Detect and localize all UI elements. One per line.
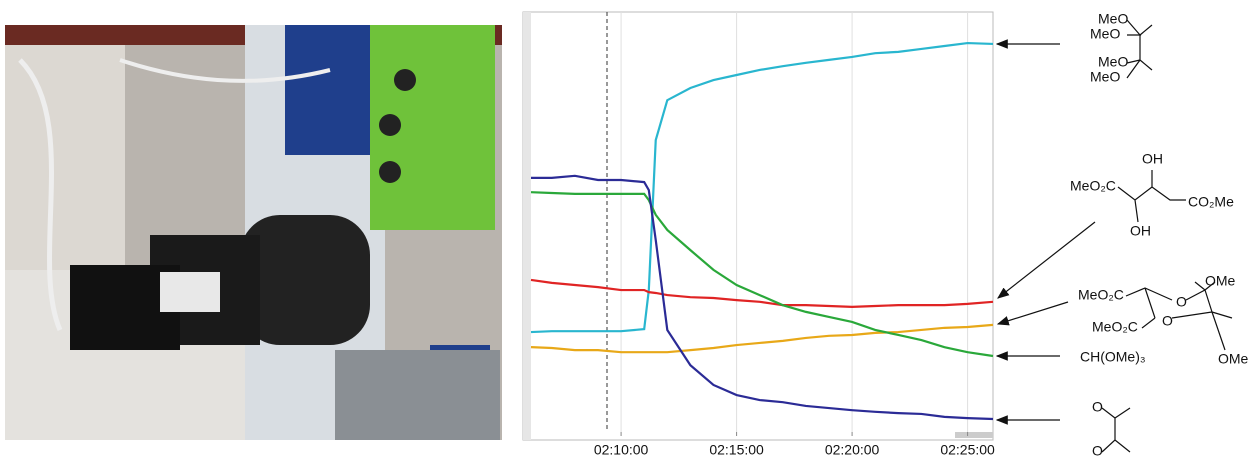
label: OH xyxy=(1142,151,1163,167)
bond xyxy=(1126,19,1153,79)
arrow xyxy=(996,301,1069,326)
label: CO₂Me xyxy=(1188,194,1234,210)
series-line xyxy=(530,41,994,334)
x-tick-label: 02:25:00 xyxy=(940,442,995,458)
series-line xyxy=(531,174,994,421)
label: OH xyxy=(1130,223,1151,239)
label: MeO₂C xyxy=(1092,319,1138,335)
label: O xyxy=(1092,443,1103,459)
bond xyxy=(1101,407,1131,453)
series-line xyxy=(530,278,994,308)
series-line xyxy=(530,323,994,354)
scrollbar-thumb xyxy=(955,432,993,438)
scrollbar xyxy=(523,12,531,440)
bond xyxy=(1117,170,1186,223)
x-tick-label: 02:20:00 xyxy=(825,442,880,458)
label: OMe xyxy=(1218,351,1249,367)
x-tick-label: 02:10:00 xyxy=(594,442,649,458)
label: MeO xyxy=(1090,69,1120,85)
label: OMe xyxy=(1205,273,1236,289)
series-line xyxy=(530,191,994,358)
arrows xyxy=(995,39,1096,425)
label: MeO xyxy=(1098,11,1128,27)
label: MeO₂C xyxy=(1070,178,1116,194)
plot xyxy=(530,12,994,436)
plot-area xyxy=(522,11,994,441)
structures: MeO MeO MeO MeO MeO₂C OH CO₂Me OH OMe Me… xyxy=(1070,11,1249,459)
label: O xyxy=(1176,294,1187,310)
label: MeO₂C xyxy=(1078,287,1124,303)
photo xyxy=(5,25,502,440)
label: MeO xyxy=(1090,26,1120,42)
label: O xyxy=(1162,313,1173,329)
x-tick-label: 02:15:00 xyxy=(709,442,764,458)
arrow xyxy=(997,221,1096,299)
legend-label: CH(OMe)₃ xyxy=(1080,349,1146,365)
label: O xyxy=(1092,399,1103,415)
label: MeO xyxy=(1098,54,1128,70)
bond xyxy=(1125,281,1233,351)
